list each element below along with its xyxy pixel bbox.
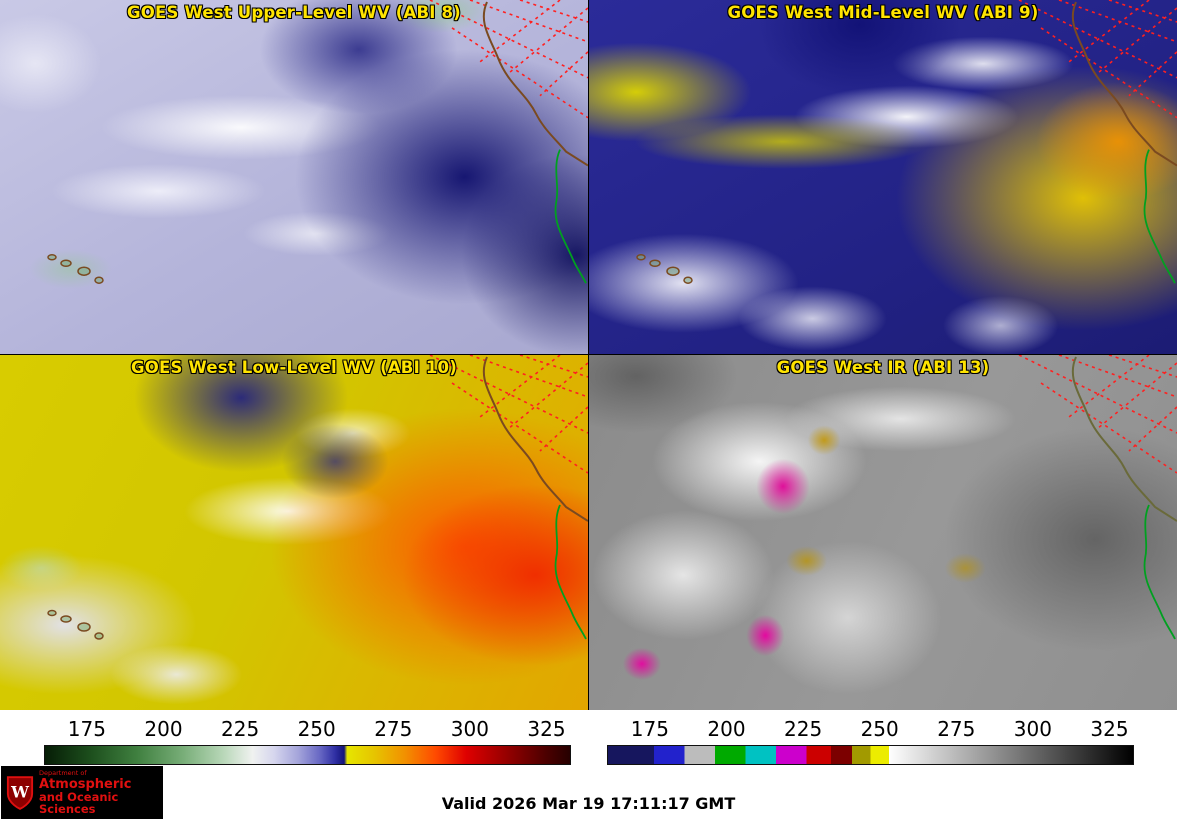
panel-low-level-wv: GOES West Low-Level WV (ABI 10) <box>0 355 588 710</box>
logo-line3: and Oceanic Sciences <box>39 790 119 817</box>
footer: 175 200 225 250 275 300 325 175 200 225 250 275 300… <box>0 710 1177 820</box>
panel-ir: GOES West IR (ABI 13) <box>589 355 1177 710</box>
colorbar-tick-label: 225 <box>221 717 260 741</box>
wv-colorbar-ticks: 175 200 225 250 275 300 325 <box>44 716 571 743</box>
logo-line2: Atmospheric <box>39 776 132 792</box>
wv-colorbar-block: 175 200 225 250 275 300 325 <box>44 716 571 765</box>
panel-upper-level-wv: GOES West Upper-Level WV (ABI 8) <box>0 0 588 354</box>
colorbar-tick-label: 200 <box>707 717 746 741</box>
map-overlay <box>1018 355 1177 640</box>
colorbar-tick-label: 300 <box>450 717 489 741</box>
colorbar-tick-label: 175 <box>67 717 106 741</box>
baja-outline <box>1143 504 1176 640</box>
coastline <box>1071 356 1177 522</box>
colorbar-tick-label: 275 <box>937 717 976 741</box>
map-overlay <box>636 0 1177 284</box>
coastline <box>482 1 588 167</box>
coastline <box>1071 1 1177 167</box>
baja-outline <box>554 504 587 640</box>
colorbar-tick-label: 225 <box>784 717 823 741</box>
aos-department-logo: W Department of Atmospheric and Oceanic … <box>1 766 163 819</box>
colorbar-tick-label: 325 <box>527 717 566 741</box>
hawaii-islands <box>47 254 104 284</box>
hawaii-islands <box>636 254 693 284</box>
ir-colorbar <box>607 745 1134 765</box>
colorbar-tick-label: 300 <box>1013 717 1052 741</box>
wv-colorbar <box>44 745 571 765</box>
ir-colorbar-block: 175 200 225 250 275 300 325 <box>607 716 1134 765</box>
logo-line1: Department of <box>39 768 87 777</box>
colorbar-tick-label: 200 <box>144 717 183 741</box>
colorbar-tick-label: 175 <box>630 717 669 741</box>
panel-title: GOES West Mid-Level WV (ABI 9) <box>727 3 1039 22</box>
baja-outline <box>1143 149 1176 284</box>
panel-mid-level-wv: GOES West Mid-Level WV (ABI 9) <box>589 0 1177 354</box>
logo-text: Department of Atmospheric and Oceanic Sc… <box>39 768 158 817</box>
uw-crest-icon: W <box>6 775 34 810</box>
crest-letter: W <box>10 782 29 801</box>
colorbar-tick-label: 325 <box>1090 717 1129 741</box>
panel-title: GOES West Low-Level WV (ABI 10) <box>131 358 457 377</box>
colorbar-tick-label: 275 <box>374 717 413 741</box>
graticule-lines <box>1018 0 1177 119</box>
ir-colorbar-ticks: 175 200 225 250 275 300 325 <box>607 716 1134 743</box>
colorbar-tick-label: 250 <box>297 717 336 741</box>
baja-outline <box>554 149 587 284</box>
map-overlay <box>47 0 588 284</box>
graticule-lines <box>1018 355 1177 474</box>
graticule-lines <box>429 355 588 474</box>
valid-time-label: Valid 2026 Mar 19 17:11:17 GMT <box>441 794 736 813</box>
panel-title: GOES West Upper-Level WV (ABI 8) <box>127 3 461 22</box>
panel-title: GOES West IR (ABI 13) <box>776 358 990 377</box>
colorbar-tick-label: 250 <box>860 717 899 741</box>
map-overlay <box>47 355 588 640</box>
satellite-panels-grid: GOES West Upper-Level WV (ABI 8) GOES We… <box>0 0 1177 710</box>
hawaii-islands <box>47 609 104 640</box>
graticule-lines <box>429 0 588 119</box>
coastline <box>482 356 588 522</box>
